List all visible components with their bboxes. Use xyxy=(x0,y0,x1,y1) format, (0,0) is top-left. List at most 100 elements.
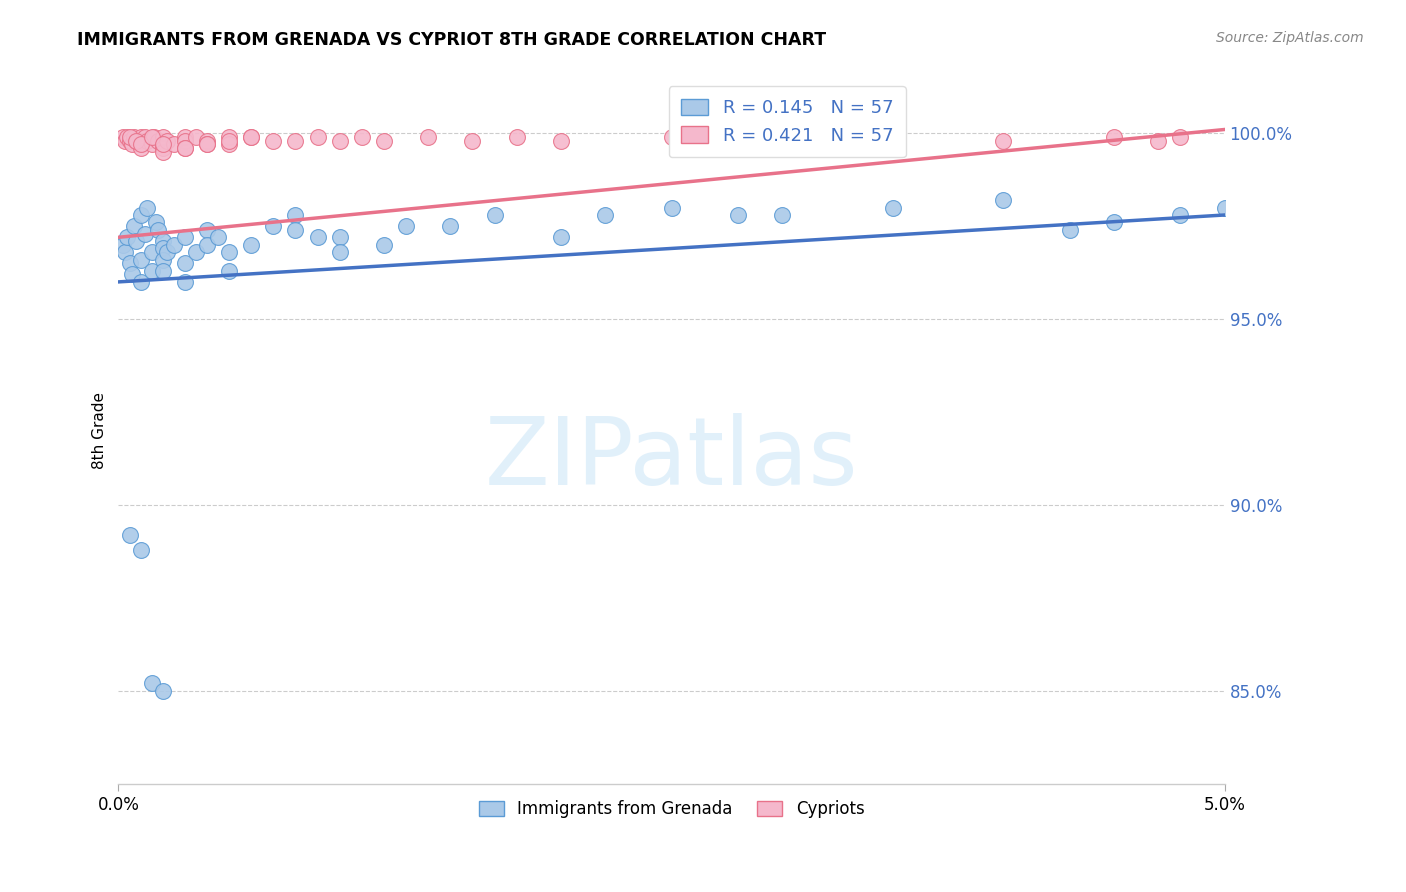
Point xyxy=(129,275,152,289)
Point xyxy=(240,129,263,144)
Point xyxy=(129,542,152,557)
Point xyxy=(770,134,793,148)
Point xyxy=(1102,215,1125,229)
Point xyxy=(129,137,152,152)
Point xyxy=(125,134,148,148)
Point xyxy=(373,237,395,252)
Point xyxy=(111,129,134,144)
Text: IMMIGRANTS FROM GRENADA VS CYPRIOT 8TH GRADE CORRELATION CHART: IMMIGRANTS FROM GRENADA VS CYPRIOT 8TH G… xyxy=(77,31,827,49)
Point xyxy=(882,201,904,215)
Point xyxy=(284,208,307,222)
Text: ZIPatlas: ZIPatlas xyxy=(485,413,859,505)
Point xyxy=(262,219,284,234)
Point xyxy=(173,256,195,270)
Point xyxy=(152,683,174,698)
Point xyxy=(141,137,163,152)
Point xyxy=(148,134,170,148)
Point xyxy=(727,208,749,222)
Point xyxy=(184,245,207,260)
Point xyxy=(121,137,143,152)
Point xyxy=(141,245,163,260)
Point xyxy=(993,134,1015,148)
Y-axis label: 8th Grade: 8th Grade xyxy=(93,392,107,469)
Point xyxy=(329,134,352,148)
Point xyxy=(145,215,167,229)
Point xyxy=(141,264,163,278)
Point xyxy=(195,134,218,148)
Point xyxy=(1102,129,1125,144)
Point xyxy=(329,245,352,260)
Point xyxy=(218,264,240,278)
Point xyxy=(125,134,148,148)
Point xyxy=(240,129,263,144)
Point xyxy=(152,234,174,248)
Point xyxy=(118,129,141,144)
Point xyxy=(1147,134,1170,148)
Point xyxy=(173,141,195,155)
Point xyxy=(156,134,179,148)
Point xyxy=(195,137,218,152)
Point xyxy=(184,129,207,144)
Point xyxy=(121,268,143,282)
Point xyxy=(993,193,1015,207)
Point xyxy=(118,527,141,541)
Point xyxy=(173,134,195,148)
Point xyxy=(661,129,683,144)
Point xyxy=(439,219,461,234)
Point xyxy=(284,134,307,148)
Point xyxy=(136,134,159,148)
Point xyxy=(218,134,240,148)
Point xyxy=(152,129,174,144)
Point xyxy=(1213,201,1236,215)
Point xyxy=(129,137,152,152)
Point xyxy=(882,129,904,144)
Point xyxy=(207,230,229,244)
Point xyxy=(129,252,152,267)
Text: Source: ZipAtlas.com: Source: ZipAtlas.com xyxy=(1216,31,1364,45)
Point xyxy=(1170,129,1192,144)
Point xyxy=(129,141,152,155)
Point xyxy=(173,129,195,144)
Point xyxy=(218,137,240,152)
Point xyxy=(129,208,152,222)
Point xyxy=(117,129,139,144)
Point xyxy=(195,137,218,152)
Point xyxy=(148,223,170,237)
Point xyxy=(141,129,163,144)
Point xyxy=(240,237,263,252)
Point xyxy=(152,252,174,267)
Point xyxy=(129,129,152,144)
Point xyxy=(284,223,307,237)
Point xyxy=(1059,223,1081,237)
Point xyxy=(307,230,329,244)
Point xyxy=(118,256,141,270)
Point xyxy=(173,230,195,244)
Point xyxy=(218,129,240,144)
Point xyxy=(505,129,527,144)
Point xyxy=(122,129,145,144)
Point xyxy=(218,245,240,260)
Point xyxy=(195,237,218,252)
Point xyxy=(307,129,329,144)
Point xyxy=(114,245,136,260)
Point xyxy=(373,134,395,148)
Point xyxy=(152,145,174,159)
Point xyxy=(134,227,156,241)
Point xyxy=(136,201,159,215)
Point xyxy=(111,237,134,252)
Point xyxy=(550,230,572,244)
Point xyxy=(395,219,418,234)
Point xyxy=(152,141,174,155)
Point xyxy=(134,129,156,144)
Point xyxy=(152,264,174,278)
Point xyxy=(418,129,440,144)
Point xyxy=(329,230,352,244)
Point xyxy=(118,134,141,148)
Point xyxy=(114,134,136,148)
Point xyxy=(156,245,179,260)
Point xyxy=(173,275,195,289)
Point xyxy=(117,230,139,244)
Point xyxy=(173,141,195,155)
Point xyxy=(163,237,186,252)
Point xyxy=(461,134,484,148)
